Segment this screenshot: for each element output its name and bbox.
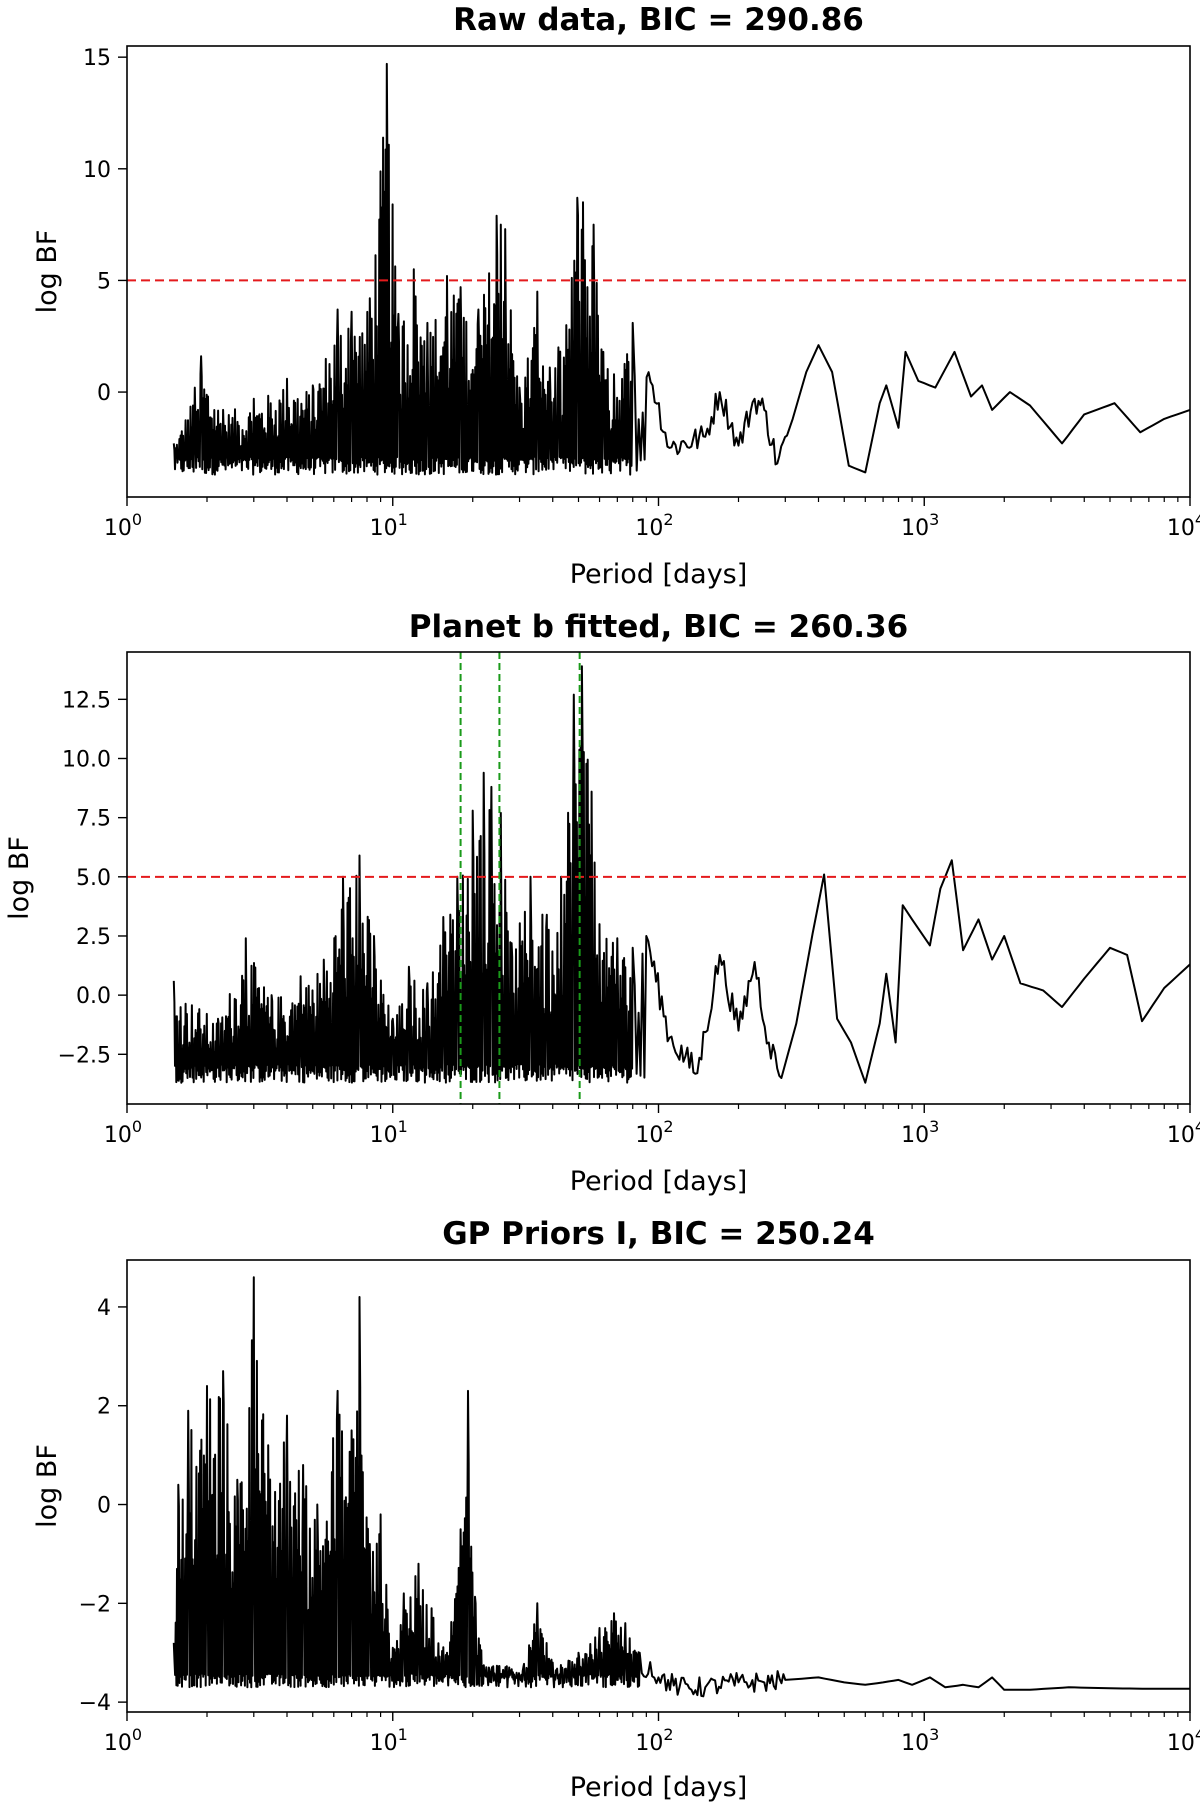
y-tick-label: 12.5 [62, 688, 111, 713]
y-tick-label: 10.0 [62, 747, 111, 772]
x-tick-label: 104 [1167, 1725, 1200, 1756]
x-axis-label: Period [days] [570, 1166, 748, 1197]
chart-title: Planet b fitted, BIC = 260.36 [409, 609, 908, 645]
y-tick-label: 0 [97, 1494, 111, 1519]
x-tick-label: 101 [370, 1725, 408, 1756]
x-tick-label: 104 [1167, 1117, 1200, 1148]
y-tick-label: −2.5 [58, 1043, 111, 1068]
y-tick-label: 7.5 [76, 807, 111, 832]
x-tick-label: 104 [1167, 510, 1200, 541]
chart-title: GP Priors I, BIC = 250.24 [442, 1216, 875, 1252]
x-tick-label: 103 [901, 1117, 939, 1148]
x-tick-label: 102 [635, 1117, 673, 1148]
series-line [172, 62, 1190, 476]
y-tick-label: −2 [79, 1592, 111, 1617]
y-tick-label: 0 [97, 381, 111, 406]
x-tick-label: 100 [104, 1117, 142, 1148]
chart-title: Raw data, BIC = 290.86 [453, 2, 864, 38]
y-tick-label: 5.0 [76, 866, 111, 891]
x-tick-label: 102 [635, 1725, 673, 1756]
x-tick-label: 101 [370, 510, 408, 541]
x-axis-label: Period [days] [570, 559, 748, 590]
y-axis-label: log BF [32, 1444, 63, 1528]
y-tick-label: −4 [79, 1691, 111, 1716]
y-tick-label: 4 [97, 1296, 111, 1321]
x-tick-label: 100 [104, 1725, 142, 1756]
x-tick-label: 101 [370, 1117, 408, 1148]
y-tick-label: 2.5 [76, 925, 111, 950]
x-tick-label: 103 [901, 510, 939, 541]
panel-3: GP Priors I, BIC = 250.24 100 101 102 103 104… [32, 1216, 1200, 1803]
series-line [172, 1276, 1190, 1698]
y-tick-label: 0.0 [76, 984, 111, 1009]
series-line [172, 665, 1190, 1084]
y-tick-label: 2 [97, 1395, 111, 1420]
x-axis-label: Period [days] [570, 1772, 748, 1803]
y-tick-label: 5 [97, 269, 111, 294]
y-tick-label: 10 [83, 158, 111, 183]
y-tick-label: 15 [83, 46, 111, 71]
x-tick-label: 103 [901, 1725, 939, 1756]
panel-2: Planet b fitted, BIC = 260.36 100 101 102 10… [4, 609, 1200, 1197]
y-axis-label: log BF [32, 230, 63, 314]
panel-1: Raw data, BIC = 290.86 100 101 102 103 104 0 5 1… [32, 2, 1200, 590]
y-axis-label: log BF [4, 836, 35, 920]
x-tick-label: 102 [635, 510, 673, 541]
x-tick-label: 100 [104, 510, 142, 541]
